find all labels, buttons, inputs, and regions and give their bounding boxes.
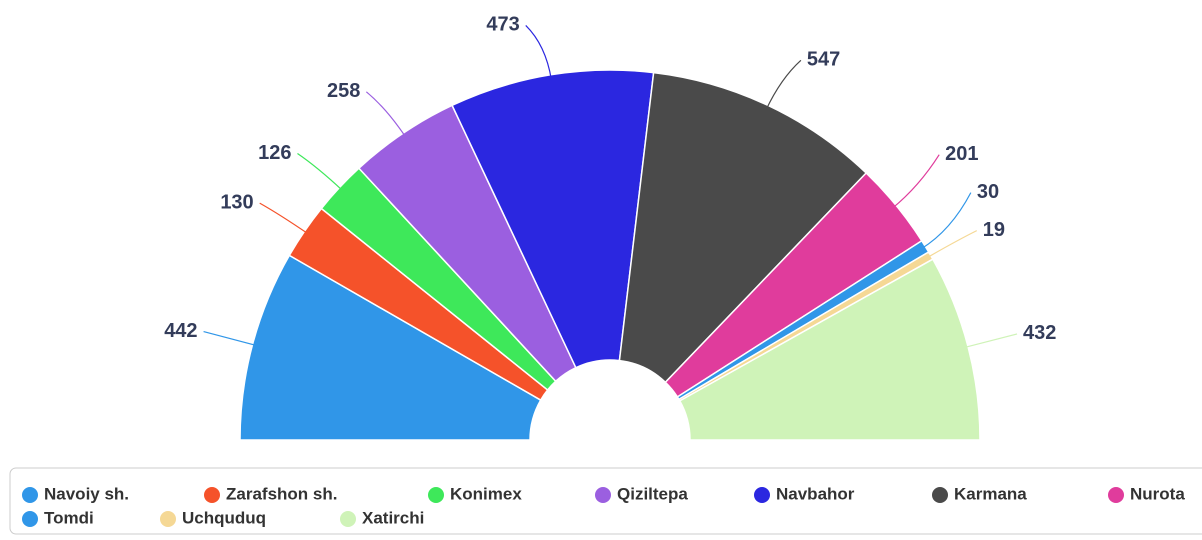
data-label: 442: [164, 320, 197, 342]
slice: [618, 71, 868, 384]
legend-marker: [932, 487, 948, 503]
legend-marker: [160, 511, 176, 527]
data-label: 432: [1023, 322, 1056, 344]
connector: [926, 230, 978, 259]
slice: [239, 254, 542, 441]
legend-label: Xatirchi: [362, 508, 424, 527]
legend-marker: [428, 487, 444, 503]
connector: [365, 91, 407, 138]
legend-label: Uchquduq: [182, 508, 266, 527]
data-label: 126: [258, 142, 291, 164]
data-label: 547: [807, 49, 840, 71]
legend-label: Navbahor: [776, 484, 855, 503]
connector: [920, 192, 972, 250]
legend-marker: [22, 511, 38, 527]
legend-marker: [754, 487, 770, 503]
legend-label: Karmana: [954, 484, 1027, 503]
legend-label: Konimex: [450, 484, 522, 503]
connector: [203, 330, 258, 347]
connector: [297, 153, 344, 192]
legend-label: Navoiy sh.: [44, 484, 129, 503]
data-label: 258: [327, 80, 360, 102]
legend-label: Zarafshon sh.: [226, 484, 337, 503]
legend-marker: [22, 487, 38, 503]
legend-marker: [1108, 487, 1124, 503]
legend-label: Nurota: [1130, 484, 1185, 503]
legend-label: Qiziltepa: [617, 484, 688, 503]
legend-marker: [595, 487, 611, 503]
data-label: 201: [945, 143, 978, 165]
data-label: 130: [220, 191, 253, 213]
legend-marker: [340, 511, 356, 527]
connector: [891, 154, 940, 209]
legend-marker: [204, 487, 220, 503]
data-label: 19: [983, 219, 1005, 241]
data-label: 30: [977, 181, 999, 203]
connector: [525, 25, 552, 80]
connector: [765, 59, 802, 111]
slice: [678, 258, 981, 441]
legend-label: Tomdi: [44, 508, 94, 527]
slice: [451, 69, 655, 369]
connector: [259, 202, 309, 235]
data-label: 473: [486, 14, 519, 36]
connector: [963, 333, 1018, 349]
